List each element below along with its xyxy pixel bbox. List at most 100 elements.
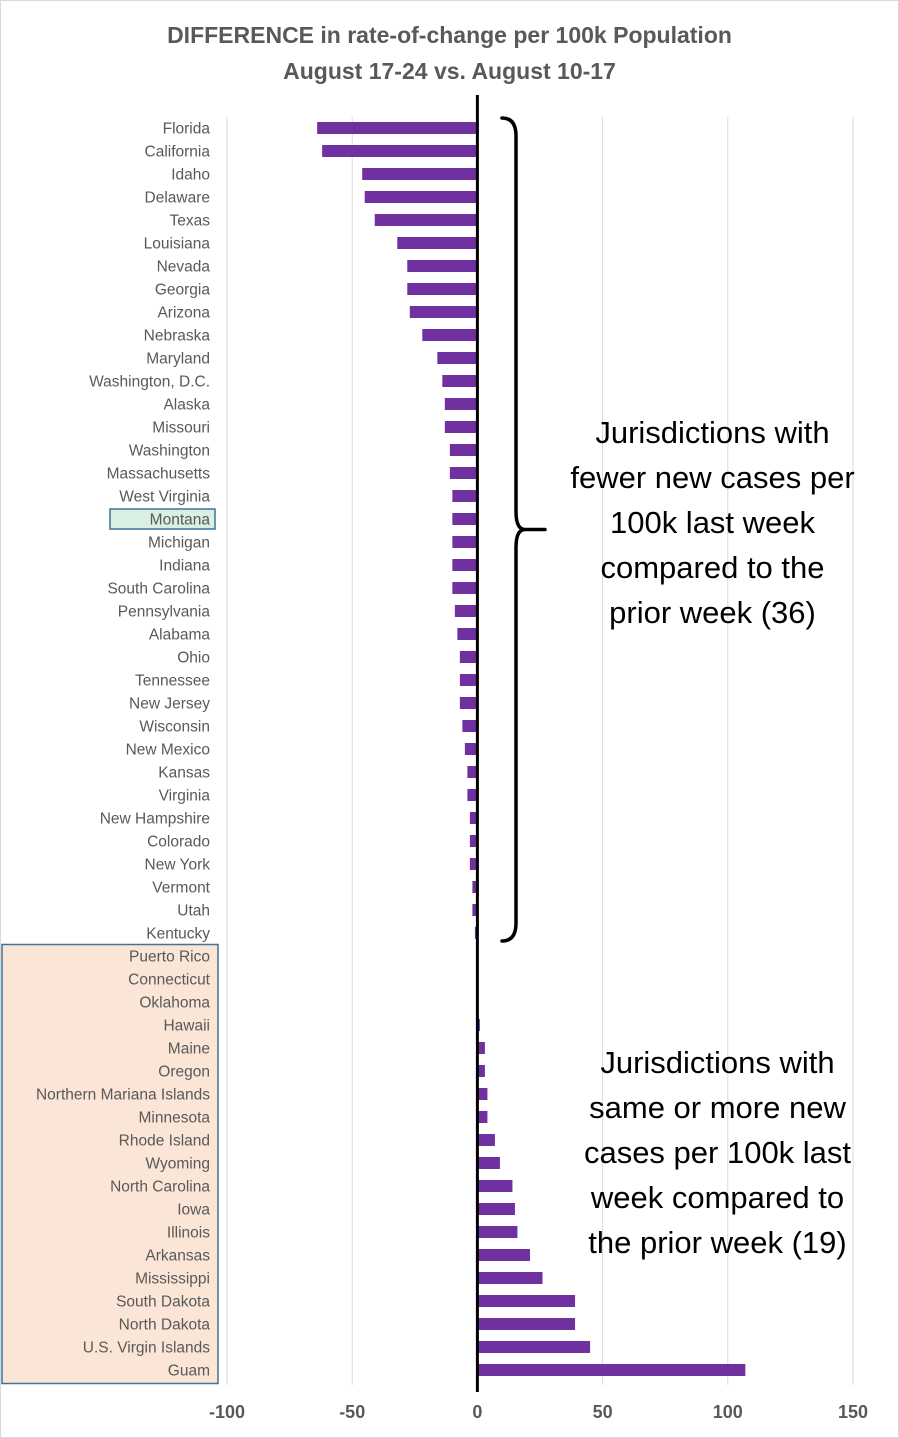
category-label: Washington: [129, 443, 210, 460]
bar: [459, 697, 478, 709]
category-label: New York: [145, 857, 211, 874]
category-label: Washington, D.C.: [89, 374, 210, 391]
bar: [462, 720, 478, 732]
bar: [469, 835, 478, 847]
category-label: Florida: [163, 121, 211, 138]
x-tick-label: 150: [838, 1402, 868, 1422]
bar: [457, 628, 478, 640]
bar: [477, 1042, 485, 1054]
category-label: Mississippi: [135, 1271, 210, 1288]
category-label: Tennessee: [135, 673, 210, 690]
category-label: Hawaii: [163, 1018, 210, 1035]
bar: [452, 559, 478, 571]
category-label: Utah: [177, 903, 210, 920]
category-label: Vermont: [152, 880, 210, 897]
bar: [477, 1272, 543, 1284]
category-label: Rhode Island: [119, 1133, 210, 1150]
bar: [477, 1203, 515, 1215]
category-label: Alabama: [149, 627, 211, 644]
bar: [364, 191, 478, 203]
annotation-more-line: cases per 100k last: [583, 1135, 852, 1170]
category-label: Delaware: [145, 190, 210, 207]
bar: [452, 582, 478, 594]
category-label: Texas: [170, 213, 211, 230]
group-label-box: [1, 943, 219, 1385]
x-tick-label: -50: [339, 1402, 365, 1422]
bar: [467, 766, 478, 778]
category-label: North Carolina: [110, 1179, 210, 1196]
bar: [477, 1249, 530, 1261]
bar: [467, 789, 478, 801]
category-label: Louisiana: [144, 236, 211, 253]
highlight-label-box: [109, 508, 216, 530]
category-label: South Dakota: [116, 1294, 210, 1311]
category-label: North Dakota: [119, 1317, 211, 1334]
category-label: Georgia: [155, 282, 211, 299]
category-label: New Jersey: [129, 696, 210, 713]
bar: [459, 674, 478, 686]
bar: [407, 283, 478, 295]
category-label: Puerto Rico: [129, 949, 210, 966]
chart-subtitle: August 17-24 vs. August 10-17: [283, 58, 616, 84]
annotation-fewer-line: Jurisdictions with: [595, 415, 830, 450]
bar: [422, 329, 478, 341]
bar: [452, 490, 478, 502]
bar: [437, 352, 478, 364]
x-tick-label: 0: [472, 1402, 482, 1422]
bar: [469, 858, 478, 870]
bar: [322, 145, 478, 157]
bar: [469, 812, 478, 824]
category-label: Iowa: [177, 1202, 210, 1219]
category-label: Oklahoma: [139, 995, 210, 1012]
category-label: Maryland: [146, 351, 210, 368]
annotation-more-line: the prior week (19): [588, 1225, 847, 1260]
category-label: Ohio: [177, 650, 210, 667]
category-label: Virginia: [159, 788, 211, 805]
category-label: Guam: [168, 1363, 210, 1380]
category-label: Idaho: [171, 167, 210, 184]
category-label: Wyoming: [146, 1156, 210, 1173]
curly-brace: [500, 116, 547, 943]
bar: [477, 1065, 485, 1077]
category-label: Illinois: [167, 1225, 210, 1242]
bar: [477, 1134, 495, 1146]
x-tick-label: 100: [713, 1402, 743, 1422]
category-label: Nevada: [157, 259, 211, 276]
category-label: Kansas: [158, 765, 210, 782]
category-label: Indiana: [159, 558, 210, 575]
category-label: Minnesota: [138, 1110, 210, 1127]
bar: [454, 605, 478, 617]
category-label: Maine: [168, 1041, 210, 1058]
bar: [472, 881, 478, 893]
x-tick-label: -100: [209, 1402, 245, 1422]
annotation-more-line: Jurisdictions with: [600, 1045, 835, 1080]
bar: [452, 513, 478, 525]
bar: [444, 398, 478, 410]
annotation-more-line: same or more new: [589, 1090, 846, 1125]
bar: [452, 536, 478, 548]
category-label: New Hampshire: [100, 811, 210, 828]
bar: [477, 1157, 500, 1169]
annotation-fewer-line: compared to the: [600, 550, 825, 585]
x-tick-label: 50: [593, 1402, 613, 1422]
category-label: West Virginia: [119, 489, 210, 506]
annotation-fewer-line: 100k last week: [609, 505, 816, 540]
category-label: Michigan: [148, 535, 210, 552]
category-label: Nebraska: [144, 328, 211, 345]
annotation-more-line: week compared to: [590, 1180, 845, 1215]
bar: [477, 1088, 488, 1100]
annotation-fewer-line: fewer new cases per: [570, 460, 855, 495]
bar: [477, 1180, 513, 1192]
category-label: Colorado: [147, 834, 210, 851]
annotation-more: Jurisdictions with same or more new case…: [545, 1040, 890, 1265]
bar: [477, 1318, 576, 1330]
category-label: Kentucky: [146, 926, 210, 943]
category-label: South Carolina: [107, 581, 210, 598]
bar: [449, 444, 478, 456]
bar: [477, 1364, 746, 1376]
bar: [317, 122, 478, 134]
category-label: Pennsylvania: [118, 604, 211, 621]
category-label: Northern Mariana Islands: [36, 1087, 210, 1104]
bar: [472, 904, 478, 916]
bar: [409, 306, 478, 318]
